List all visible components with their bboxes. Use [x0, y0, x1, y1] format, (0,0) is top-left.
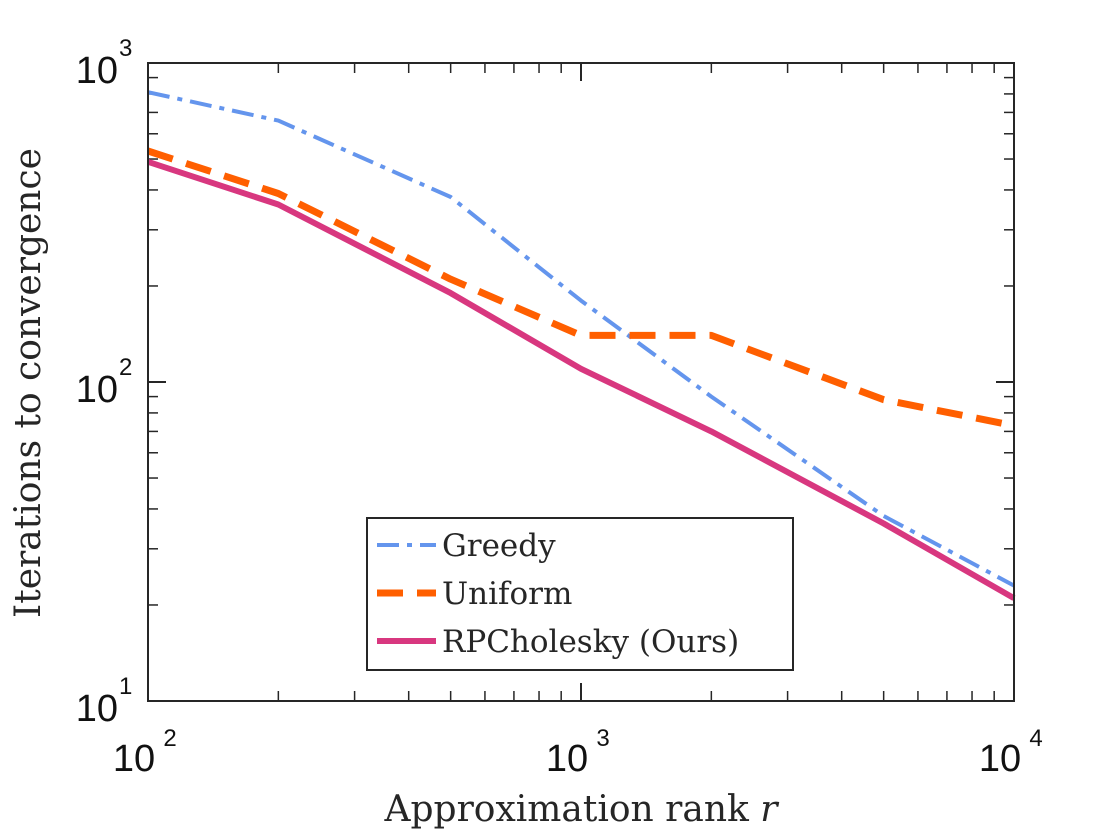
y-axis-label: Iterations to convergence	[8, 148, 49, 618]
series-line-greedy	[147, 90, 1015, 588]
legend-label-uniform: Uniform	[442, 576, 572, 612]
x-tick-label: 10	[113, 738, 155, 780]
x-tick-label: 10	[546, 738, 588, 780]
series-layer	[146, 90, 1016, 601]
x-tick-exponent: 2	[163, 725, 176, 752]
legend: Greedy Uniform RPCholesky (Ours)	[366, 517, 794, 671]
x-tick-exponent: 4	[1029, 725, 1042, 752]
series-line-uniform	[146, 147, 1015, 430]
y-tick-label: 10	[76, 50, 118, 92]
x-tick-label: 10	[979, 738, 1021, 780]
x-tick-labels: 10 2 10 3 10 4	[113, 725, 1043, 780]
legend-label-rpcholesky-ours: RPCholesky (Ours)	[442, 624, 739, 660]
legend-box	[366, 517, 794, 671]
x-axis-label: Approximation rank r	[383, 789, 779, 830]
x-axis-label-variable: r	[760, 789, 779, 830]
y-tick-exponent: 1	[119, 673, 132, 700]
legend-label-greedy: Greedy	[442, 528, 556, 564]
x-tick-exponent: 3	[596, 725, 609, 752]
y-tick-label: 10	[76, 369, 118, 411]
y-tick-label: 10	[76, 688, 118, 730]
y-tick-exponent: 2	[119, 354, 132, 381]
plot-frame	[147, 62, 1015, 702]
series-line-rpcholesky-ours	[147, 158, 1016, 601]
y-tick-exponent: 3	[119, 35, 132, 62]
x-axis-label-text: Approximation rank	[383, 789, 760, 830]
